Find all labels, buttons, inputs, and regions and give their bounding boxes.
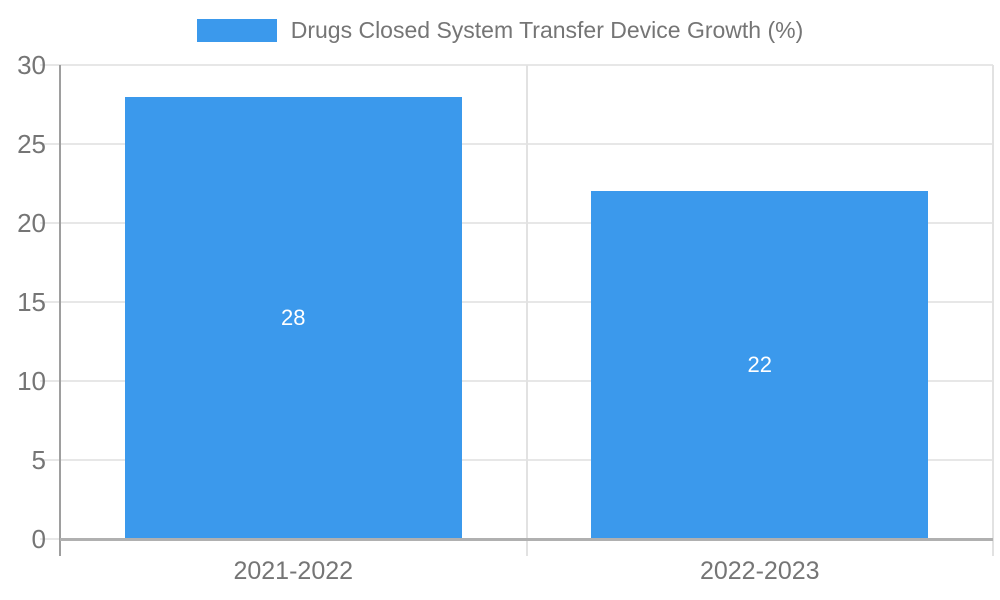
category-boundary-line xyxy=(992,65,994,556)
gridline xyxy=(40,538,60,540)
y-tick-label: 30 xyxy=(17,50,46,80)
legend-swatch xyxy=(196,19,277,42)
legend-label: Drugs Closed System Transfer Device Grow… xyxy=(290,17,804,43)
x-axis-line xyxy=(60,538,993,541)
gridline xyxy=(40,222,993,224)
y-tick-label: 25 xyxy=(17,129,46,159)
x-tick-label: 2021-2022 xyxy=(233,557,354,585)
bar-2022-2023[interactable] xyxy=(591,191,929,539)
bar-value-label: 22 xyxy=(747,352,772,378)
y-tick-label: 15 xyxy=(17,287,46,317)
y-tick-label: 10 xyxy=(17,366,46,396)
y-tick-label: 5 xyxy=(31,445,46,475)
gridline xyxy=(40,143,993,145)
y-axis-line xyxy=(59,65,61,556)
gridline xyxy=(40,380,993,382)
gridline xyxy=(40,301,993,303)
bar-2021-2022[interactable] xyxy=(124,96,462,539)
category-boundary-line xyxy=(525,65,528,556)
gridline xyxy=(40,64,993,66)
x-tick-label: 2022-2023 xyxy=(699,557,820,585)
gridline xyxy=(40,459,993,461)
y-tick-label: 20 xyxy=(17,208,46,238)
bar-value-label: 28 xyxy=(281,304,306,330)
legend[interactable]: Drugs Closed System Transfer Device Grow… xyxy=(0,17,1000,44)
y-tick-label: 0 xyxy=(31,524,46,554)
